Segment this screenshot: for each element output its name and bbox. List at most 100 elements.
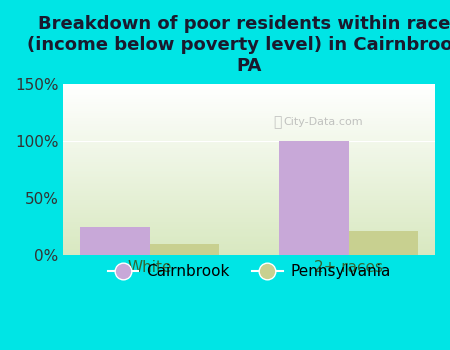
Bar [63, 98, 435, 100]
Bar [63, 148, 435, 149]
Bar [63, 163, 435, 165]
Bar [63, 238, 435, 240]
Bar [63, 250, 435, 252]
Bar [63, 142, 435, 144]
Bar [63, 170, 435, 172]
Title: Breakdown of poor residents within races
(income below poverty level) in Cairnbr: Breakdown of poor residents within races… [27, 15, 450, 75]
Bar [63, 211, 435, 213]
Bar [63, 213, 435, 214]
Bar [63, 245, 435, 247]
Bar [63, 91, 435, 93]
Bar [63, 119, 435, 120]
Legend: Cairnbrook, Pennsylvania: Cairnbrook, Pennsylvania [102, 258, 397, 285]
Bar [63, 208, 435, 209]
Bar [63, 225, 435, 226]
Bar [63, 177, 435, 178]
Bar [63, 165, 435, 167]
Bar [63, 124, 435, 126]
Bar [63, 182, 435, 184]
Bar [63, 144, 435, 146]
Bar [63, 228, 435, 230]
Bar [63, 192, 435, 194]
Bar [63, 221, 435, 223]
Bar [279, 141, 349, 256]
Bar [63, 122, 435, 124]
Bar [63, 180, 435, 182]
Bar [63, 153, 435, 155]
Bar [349, 231, 418, 256]
Bar [63, 233, 435, 235]
Bar [63, 132, 435, 134]
Bar [63, 173, 435, 175]
Bar [63, 214, 435, 216]
Bar [63, 231, 435, 233]
Bar [80, 227, 150, 256]
Bar [63, 252, 435, 254]
Bar [63, 218, 435, 219]
Bar [63, 178, 435, 180]
Bar [63, 113, 435, 115]
Bar [63, 131, 435, 132]
Bar [63, 199, 435, 201]
Bar [63, 167, 435, 168]
Bar [63, 141, 435, 142]
Text: City-Data.com: City-Data.com [284, 117, 363, 127]
Bar [63, 95, 435, 97]
Bar [63, 237, 435, 238]
Bar [63, 235, 435, 237]
Text: ⦿: ⦿ [273, 115, 281, 129]
Bar [63, 115, 435, 117]
Bar [63, 102, 435, 103]
Bar [63, 120, 435, 122]
Bar [63, 161, 435, 163]
Bar [63, 146, 435, 148]
Bar [63, 134, 435, 136]
Bar [63, 105, 435, 107]
Bar [63, 197, 435, 199]
Bar [63, 156, 435, 158]
Bar [63, 189, 435, 190]
Bar [63, 110, 435, 112]
Bar [63, 90, 435, 91]
Bar [63, 139, 435, 141]
Bar [63, 248, 435, 250]
Bar [63, 136, 435, 138]
Bar [63, 117, 435, 119]
Bar [63, 172, 435, 173]
Bar [63, 84, 435, 86]
Bar [63, 216, 435, 218]
Bar [63, 187, 435, 189]
Bar [63, 196, 435, 197]
Bar [63, 129, 435, 131]
Bar [150, 244, 219, 256]
Bar [63, 184, 435, 185]
Bar [63, 175, 435, 177]
Bar [63, 86, 435, 88]
Bar [63, 138, 435, 139]
Bar [63, 149, 435, 151]
Bar [63, 242, 435, 243]
Bar [63, 202, 435, 204]
Bar [63, 219, 435, 221]
Bar [63, 126, 435, 127]
Bar [63, 247, 435, 248]
Bar [63, 201, 435, 202]
Bar [63, 240, 435, 242]
Bar [63, 93, 435, 95]
Bar [63, 158, 435, 160]
Bar [63, 168, 435, 170]
Bar [63, 112, 435, 113]
Bar [63, 103, 435, 105]
Bar [63, 206, 435, 208]
Bar [63, 243, 435, 245]
Bar [63, 88, 435, 90]
Bar [63, 223, 435, 225]
Bar [63, 107, 435, 108]
Bar [63, 185, 435, 187]
Bar [63, 100, 435, 101]
Bar [63, 230, 435, 231]
Bar [63, 97, 435, 98]
Bar [63, 160, 435, 161]
Bar [63, 204, 435, 206]
Bar [63, 254, 435, 256]
